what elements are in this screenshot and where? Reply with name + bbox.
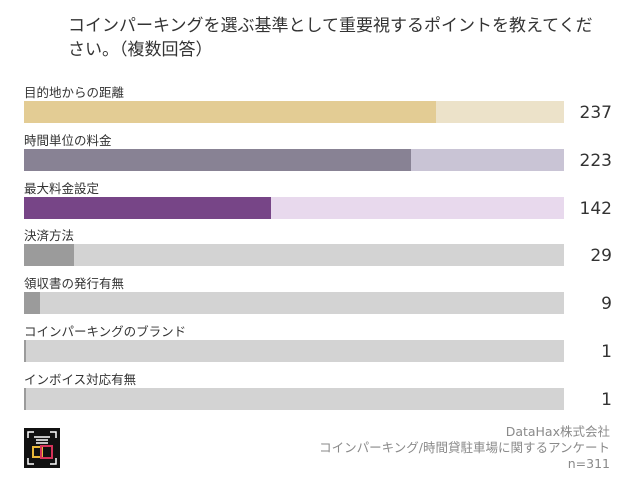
bar	[24, 196, 271, 219]
bar	[24, 244, 75, 267]
footer-company: DataHax株式会社	[505, 424, 610, 439]
bar-track	[24, 340, 564, 362]
category-label: 決済方法	[24, 228, 75, 244]
category-label: コインパーキングのブランド	[24, 324, 187, 339]
value-label: 223	[579, 150, 612, 171]
footer: DataHax株式会社 コインパーキング/時間貸駐車場に関するアンケート n=3…	[319, 424, 610, 472]
value-label: 1	[601, 342, 612, 362]
bar-track	[24, 292, 564, 315]
bar	[24, 292, 40, 315]
bar	[24, 340, 26, 362]
value-label: 9	[601, 294, 612, 315]
bar-track	[24, 387, 564, 410]
bar	[24, 387, 26, 410]
category-label: 目的地からの距離	[24, 85, 125, 100]
bar-track	[24, 244, 564, 267]
chart-title: コインパーキングを選ぶ基準として重要視するポイントを教えてください。（複数回答）	[68, 16, 593, 60]
bar	[24, 148, 412, 171]
bar-track	[24, 148, 564, 171]
category-label: 領収書の発行有無	[24, 276, 125, 292]
datahax-logo	[24, 428, 60, 468]
category-label: インボイス対応有無	[24, 371, 137, 387]
value-label: 237	[579, 103, 612, 123]
category-label: 最大料金設定	[24, 180, 100, 196]
bar-track	[24, 101, 564, 123]
bar-track	[24, 196, 564, 219]
value-label: 29	[590, 246, 612, 267]
value-label: 1	[601, 389, 612, 410]
footer-sample-size: n=311	[567, 456, 610, 471]
footer-survey: コインパーキング/時間貸駐車場に関するアンケート	[319, 440, 610, 455]
value-label: 142	[579, 198, 612, 219]
bar	[24, 101, 436, 123]
category-label: 時間単位の料金	[24, 132, 112, 148]
